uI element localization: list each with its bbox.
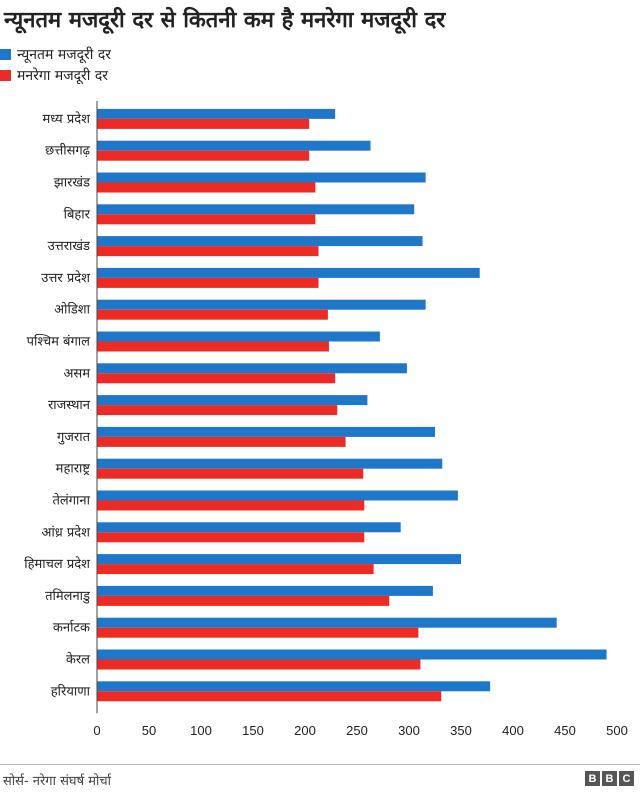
category-label: महाराष्ट्र xyxy=(56,462,91,477)
bar-minimum-wage xyxy=(97,649,607,660)
x-tick-label: 200 xyxy=(294,723,316,738)
category-label: बिहार xyxy=(64,206,91,222)
bar-minimum-wage xyxy=(97,172,426,183)
bar-mnrega-wage xyxy=(97,373,336,384)
category-label: कर्नाटक xyxy=(53,620,91,636)
bar-minimum-wage xyxy=(97,395,368,406)
bar-mnrega-wage xyxy=(97,564,374,575)
bar-mnrega-wage xyxy=(97,309,328,320)
category-label: उत्तराखंड xyxy=(48,239,91,254)
bar-mnrega-wage xyxy=(97,150,310,161)
bar-minimum-wage xyxy=(97,331,380,342)
x-tick-label: 0 xyxy=(93,723,100,738)
category-label: पश्चिम बंगाल xyxy=(27,334,91,350)
legend-label-mnrega-wage: मनरेगा मजदूरी दर xyxy=(17,68,108,84)
bar-chart: मध्य प्रदेश छत्तीसगढ़ झारखंड बिहार उत्तराखंड… xyxy=(24,101,628,738)
bar-minimum-wage xyxy=(97,585,433,596)
legend-item-mnrega-wage: मनरेगा मजदूरी दर xyxy=(0,65,111,86)
legend-label-minimum-wage: न्यूनतम मजदूरी दर xyxy=(17,47,111,63)
bar-mnrega-wage xyxy=(97,691,442,702)
bbc-logo-letter: B xyxy=(585,771,600,786)
category-label: तेलंगाना xyxy=(53,493,91,509)
bar-minimum-wage xyxy=(97,554,461,565)
bar-minimum-wage xyxy=(97,522,401,533)
bar-minimum-wage xyxy=(97,458,443,469)
category-label: झारखंड xyxy=(54,176,91,191)
category-label: आंध्र प्रदेश xyxy=(41,524,91,540)
bar-minimum-wage xyxy=(97,490,458,501)
chart-legend: न्यूनतम मजदूरी दर मनरेगा मजदूरी दर xyxy=(0,44,111,86)
bar-minimum-wage xyxy=(97,617,557,628)
bar-mnrega-wage xyxy=(97,182,316,193)
bar-mnrega-wage xyxy=(97,341,329,352)
category-label: हिमाचल प्रदेश xyxy=(24,556,91,572)
category-label: केरल xyxy=(66,652,90,668)
legend-swatch-mnrega-wage xyxy=(0,70,11,81)
bar-minimum-wage xyxy=(97,299,426,310)
bar-mnrega-wage xyxy=(97,436,346,447)
bar-minimum-wage xyxy=(97,108,336,119)
bbc-logo-letter: C xyxy=(619,771,634,786)
bar-mnrega-wage xyxy=(97,246,319,257)
bar-mnrega-wage xyxy=(97,532,365,543)
category-label: छत्तीसगढ़ xyxy=(45,143,91,159)
bar-mnrega-wage xyxy=(97,405,338,416)
bar-mnrega-wage xyxy=(97,214,316,225)
bar-mnrega-wage xyxy=(97,118,310,129)
bar-mnrega-wage xyxy=(97,468,364,479)
category-label: हरियाणा xyxy=(51,683,91,699)
bbc-logo: B B C xyxy=(585,771,634,786)
category-label: राजस्थान xyxy=(48,398,91,413)
x-tick-label: 400 xyxy=(502,723,524,738)
bar-mnrega-wage xyxy=(97,627,419,638)
bar-minimum-wage xyxy=(97,267,480,278)
bar-mnrega-wage xyxy=(97,277,319,288)
x-tick-label: 450 xyxy=(554,723,576,738)
chart-title: न्यूनतम मजदूरी दर से कितनी कम है मनरेगा … xyxy=(4,8,446,33)
legend-item-minimum-wage: न्यूनतम मजदूरी दर xyxy=(0,44,111,65)
bar-mnrega-wage xyxy=(97,659,421,670)
bar-minimum-wage xyxy=(97,426,435,437)
legend-swatch-minimum-wage xyxy=(0,49,11,60)
x-tick-label: 100 xyxy=(190,723,212,738)
bar-minimum-wage xyxy=(97,204,415,215)
category-label: गुजरात xyxy=(57,430,91,445)
x-tick-label: 250 xyxy=(346,723,368,738)
bar-mnrega-wage xyxy=(97,500,365,511)
bar-minimum-wage xyxy=(97,140,371,151)
source-note: सोर्स- नरेगा संघर्ष मोर्चा xyxy=(3,774,111,789)
x-tick-label: 350 xyxy=(450,723,472,738)
category-label: तमिलनाडु xyxy=(45,588,91,604)
bar-mnrega-wage xyxy=(97,595,390,606)
bar-minimum-wage xyxy=(97,236,423,247)
bar-minimum-wage xyxy=(97,681,491,692)
x-tick-label: 50 xyxy=(142,723,156,738)
category-label: असम xyxy=(64,366,91,381)
x-tick-label: 300 xyxy=(398,723,420,738)
x-tick-label: 150 xyxy=(242,723,264,738)
footer-divider xyxy=(0,764,640,765)
category-label: ओडिशा xyxy=(54,302,90,318)
x-tick-label: 500 xyxy=(606,723,628,738)
bar-minimum-wage xyxy=(97,363,407,374)
category-label: उत्तर प्रदेश xyxy=(41,270,91,286)
bbc-logo-letter: B xyxy=(602,771,617,786)
category-label: मध्य प्रदेश xyxy=(43,111,92,127)
